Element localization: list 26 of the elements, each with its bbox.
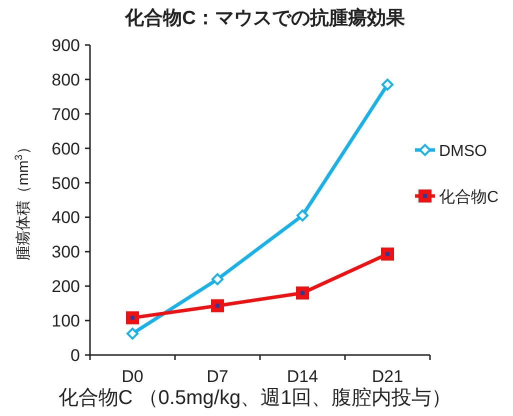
x-tick-label: D7 bbox=[206, 367, 228, 386]
point bbox=[126, 311, 139, 324]
legend-label: DMSO bbox=[439, 143, 487, 160]
y-tick-label: 600 bbox=[52, 139, 80, 158]
y-tick-label: 200 bbox=[52, 277, 80, 296]
point bbox=[382, 78, 394, 91]
chart-title: 化合物C：マウスでの抗腫瘍効果 bbox=[124, 7, 406, 29]
y-tick-label: 800 bbox=[52, 70, 80, 90]
point bbox=[211, 299, 224, 312]
y-tick-label: 400 bbox=[52, 208, 80, 228]
point bbox=[212, 273, 224, 286]
y-tick-label: 100 bbox=[52, 312, 80, 331]
x-tick-label: D0 bbox=[122, 367, 144, 386]
point bbox=[296, 210, 308, 222]
x-tick-label: D14 bbox=[286, 367, 318, 386]
x-axis-title: 化合物C （0.5mg/kg、週1回、腹腔内投与） bbox=[58, 387, 452, 409]
legend-label: 化合物C bbox=[439, 188, 499, 206]
y-tick-label: 900 bbox=[52, 36, 80, 55]
y-tick-label: 300 bbox=[52, 242, 80, 262]
x-tick-label: D21 bbox=[372, 367, 404, 386]
y-tick-label: 500 bbox=[52, 174, 80, 193]
point bbox=[126, 328, 138, 340]
point bbox=[381, 248, 394, 261]
point bbox=[296, 286, 309, 300]
y-tick-label: 0 bbox=[70, 346, 80, 365]
y-tick-label: 700 bbox=[52, 104, 80, 124]
